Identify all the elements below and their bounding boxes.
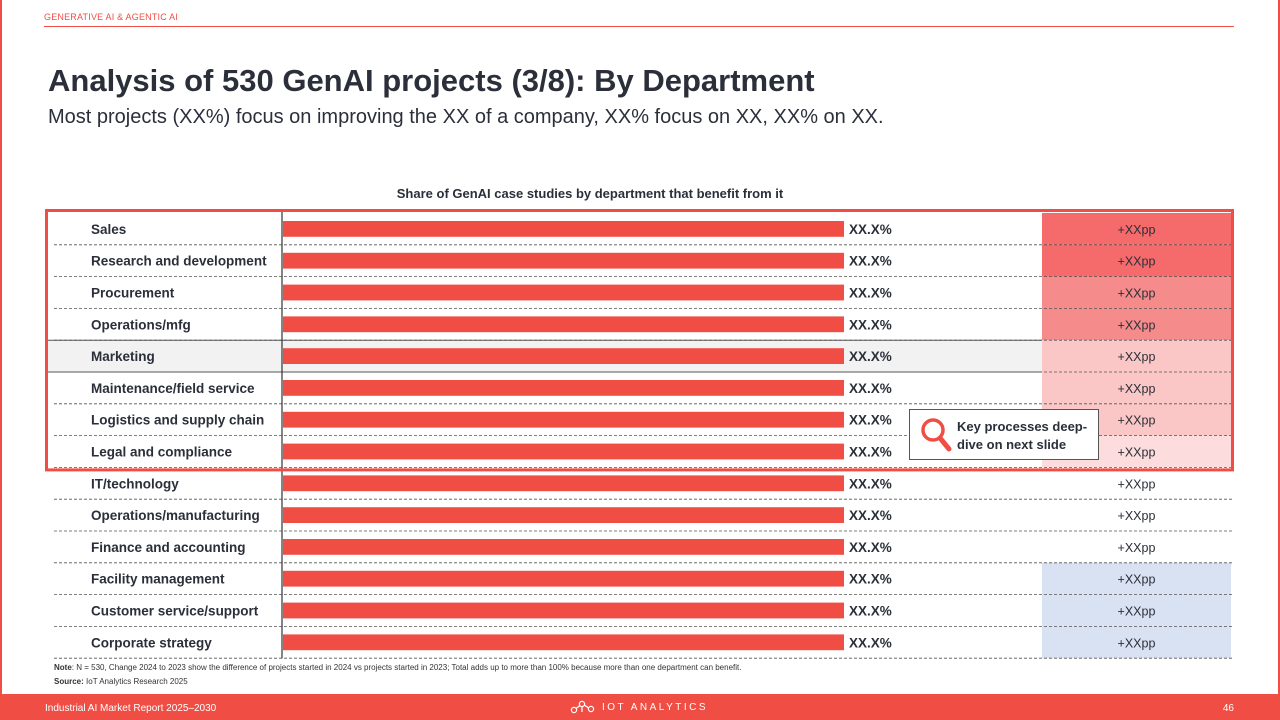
change-cell-bg [1042,626,1231,659]
footnote: Note: N = 530, Change 2024 to 2023 show … [54,663,741,672]
bar [283,570,844,587]
callout-text: Key processes deep-dive on next slide [957,419,1088,452]
bar [283,539,844,555]
change-label: +XXpp [1118,446,1156,460]
change-label: +XXpp [1118,255,1156,269]
change-label: +XXpp [1118,223,1156,237]
page-subtitle: Most projects (XX%) focus on improving t… [48,106,884,128]
category-label: IT/technology [91,476,179,491]
category-label: Sales [91,222,126,237]
change-cell-bg [1042,594,1231,627]
bar [283,252,844,269]
change-label: +XXpp [1118,573,1156,587]
change-label: +XXpp [1118,382,1156,396]
page-title: Analysis of 530 GenAI projects (3/8): By… [48,63,815,98]
slide-right-border [1278,0,1280,720]
bar [283,316,844,333]
change-cell-bg [1042,244,1231,277]
category-label: Marketing [91,349,155,364]
bar [283,284,844,301]
change-cell-bg [1042,276,1231,309]
category-label: Research and development [91,254,267,269]
page-number: 46 [1222,703,1234,714]
change-label: +XXpp [1118,350,1156,364]
source-label: Source: [54,677,84,686]
bar [283,221,844,237]
brand-name: IOT ANALYTICS [602,701,709,713]
change-cell-bg [1042,499,1231,531]
change-label: +XXpp [1118,541,1156,555]
category-label: Procurement [91,286,175,301]
value-label: XX.X% [849,476,892,491]
change-cell-bg [1042,308,1231,341]
category-label: Corporate strategy [91,635,212,650]
value-label: XX.X% [849,635,892,650]
source-text: IoT Analytics Research 2025 [83,677,188,686]
change-cell-bg [1042,467,1231,500]
change-cell-bg [1042,340,1231,372]
change-cell-bg [1042,562,1231,595]
change-cell-bg [1042,531,1231,563]
value-label: XX.X% [849,286,892,301]
bar [283,380,844,396]
value-label: XX.X% [849,381,892,396]
value-label: XX.X% [849,572,892,587]
change-label: +XXpp [1118,509,1156,523]
footer-bar: Industrial AI Market Report 2025–2030 IO… [0,694,1280,720]
value-label: XX.X% [849,254,892,269]
category-label: Operations/manufacturing [91,508,260,523]
change-label: +XXpp [1118,477,1156,491]
value-label: XX.X% [849,413,892,428]
change-label: +XXpp [1118,287,1156,301]
section-label: GENERATIVE AI & AGENTIC AI [44,12,179,22]
value-label: XX.X% [849,508,892,523]
bar [283,443,844,460]
value-label: XX.X% [849,445,892,460]
bar [283,348,844,364]
category-label: Legal and compliance [91,445,233,460]
value-label: XX.X% [849,604,892,619]
deep-dive-callout: Key processes deep-dive on next slide [909,409,1099,460]
network-logo-icon [570,700,595,714]
bar [283,411,844,428]
change-cell-bg [1042,213,1231,245]
category-label: Finance and accounting [91,540,246,555]
chart-title: Share of GenAI case studies by departmen… [396,186,784,201]
bar [283,634,844,651]
top-departments-highlight-box [45,209,1234,472]
category-label: Logistics and supply chain [91,413,264,428]
category-label: Maintenance/field service [91,381,255,396]
brand-logo: IOT ANALYTICS [570,698,708,716]
value-label: XX.X% [849,540,892,555]
change-label: +XXpp [1118,318,1156,332]
slide-left-border [0,0,2,720]
change-label: +XXpp [1118,636,1156,650]
value-label: XX.X% [849,222,892,237]
bar [283,507,844,523]
category-label: Facility management [91,572,225,587]
change-cell-bg [1042,372,1231,404]
category-label: Customer service/support [91,604,259,619]
change-label: +XXpp [1118,414,1156,428]
note-text: : N = 530, Change 2024 to 2023 show the … [71,663,742,672]
bar [283,602,844,619]
value-label: XX.X% [849,349,892,364]
note-label: Note [54,663,72,672]
change-label: +XXpp [1118,605,1156,619]
source-line: Source: IoT Analytics Research 2025 [54,677,188,686]
bar [283,475,844,492]
section-divider [44,26,1234,27]
category-label: Operations/mfg [91,317,191,332]
report-name: Industrial AI Market Report 2025–2030 [45,703,217,714]
magnifier-icon [921,418,952,452]
value-label: XX.X% [849,317,892,332]
